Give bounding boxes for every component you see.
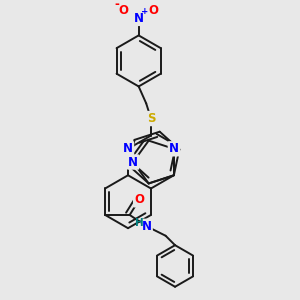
Text: N: N bbox=[142, 220, 152, 233]
Text: S: S bbox=[147, 112, 155, 125]
Text: N: N bbox=[123, 142, 133, 155]
Text: N: N bbox=[128, 155, 138, 169]
Text: N: N bbox=[134, 12, 144, 25]
Text: N: N bbox=[169, 142, 179, 155]
Text: +: + bbox=[142, 7, 149, 16]
Text: O: O bbox=[134, 193, 144, 206]
Text: O: O bbox=[118, 4, 128, 17]
Text: H: H bbox=[135, 218, 143, 227]
Text: -: - bbox=[115, 0, 119, 11]
Text: O: O bbox=[149, 4, 159, 17]
